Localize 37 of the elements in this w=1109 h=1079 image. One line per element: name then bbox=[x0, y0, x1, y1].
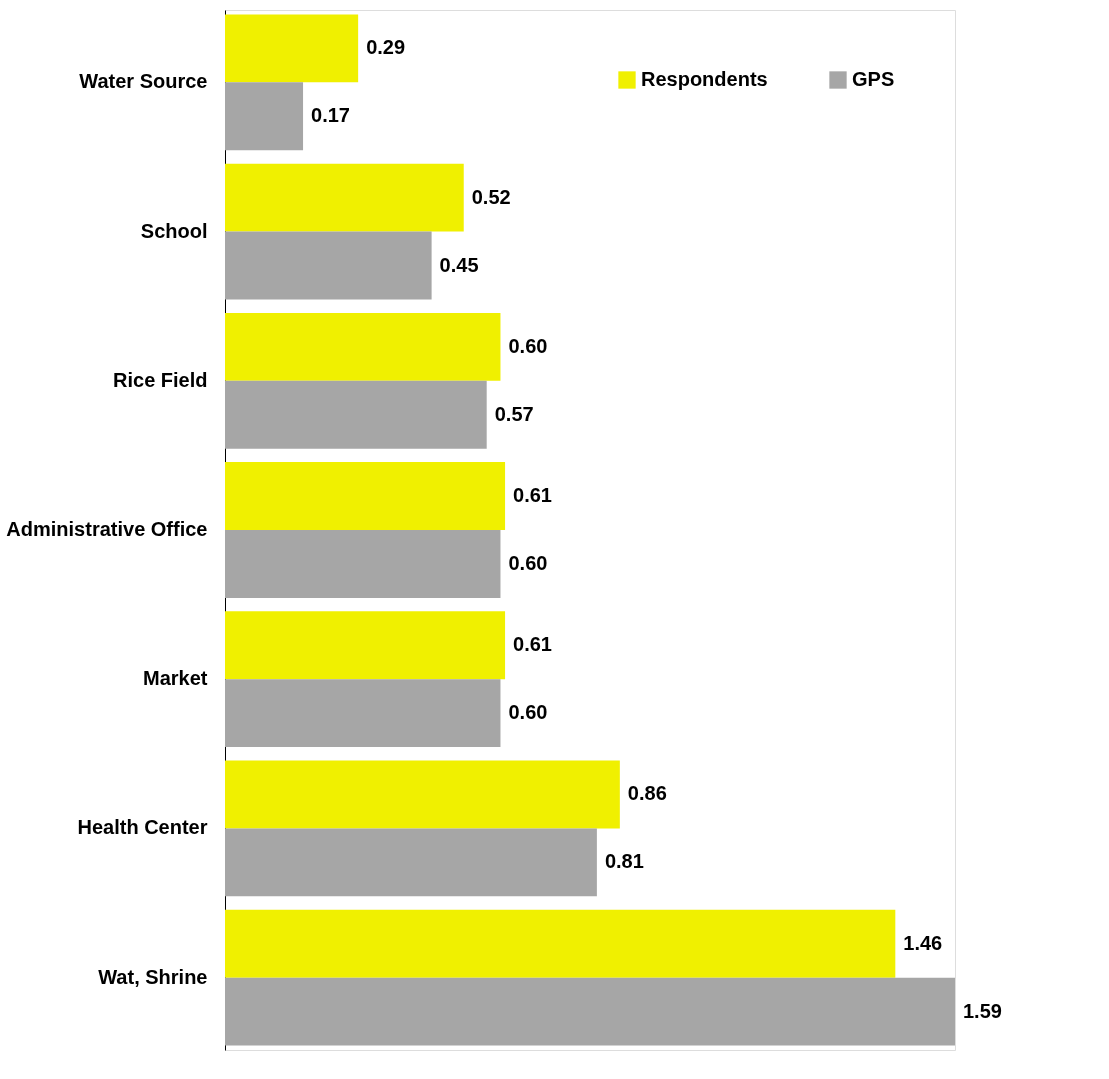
data-label: 0.60 bbox=[508, 551, 548, 574]
bar bbox=[225, 312, 501, 381]
data-label: 0.52 bbox=[471, 185, 511, 208]
legend-label: Respondents bbox=[641, 68, 768, 90]
y-tick-label: Water Source bbox=[79, 70, 208, 93]
bar bbox=[225, 611, 506, 680]
bar bbox=[225, 163, 464, 232]
bar bbox=[225, 380, 487, 449]
data-label: 0.45 bbox=[439, 253, 479, 276]
data-label: 1.59 bbox=[963, 999, 1002, 1022]
bar bbox=[225, 231, 432, 300]
data-label: 0.17 bbox=[311, 104, 350, 127]
legend-label: GPS bbox=[852, 68, 895, 90]
data-label: 0.61 bbox=[513, 633, 552, 656]
y-tick-label: Wat, Shrine bbox=[98, 965, 208, 988]
y-tick-label: Health Center bbox=[77, 816, 208, 839]
bar bbox=[225, 828, 597, 897]
data-label: 0.86 bbox=[627, 782, 667, 805]
data-label: 0.61 bbox=[513, 484, 552, 507]
bar bbox=[225, 679, 501, 748]
data-label: 0.57 bbox=[494, 402, 534, 425]
data-label: 0.29 bbox=[366, 36, 406, 59]
data-label: 0.60 bbox=[508, 334, 548, 357]
y-tick-label: Administrative Office bbox=[6, 518, 208, 540]
bar bbox=[225, 760, 620, 829]
y-tick-label: Market bbox=[143, 667, 208, 690]
bar bbox=[225, 530, 501, 598]
data-label: 0.60 bbox=[508, 701, 548, 724]
y-tick-label: Rice Field bbox=[113, 368, 208, 391]
bar bbox=[225, 977, 955, 1046]
bar bbox=[225, 909, 896, 978]
data-label: 1.46 bbox=[903, 931, 943, 954]
bar bbox=[225, 82, 304, 151]
bar bbox=[225, 462, 506, 530]
bar bbox=[225, 14, 359, 83]
y-tick-label: School bbox=[140, 219, 208, 242]
data-label: 0.81 bbox=[604, 850, 644, 873]
